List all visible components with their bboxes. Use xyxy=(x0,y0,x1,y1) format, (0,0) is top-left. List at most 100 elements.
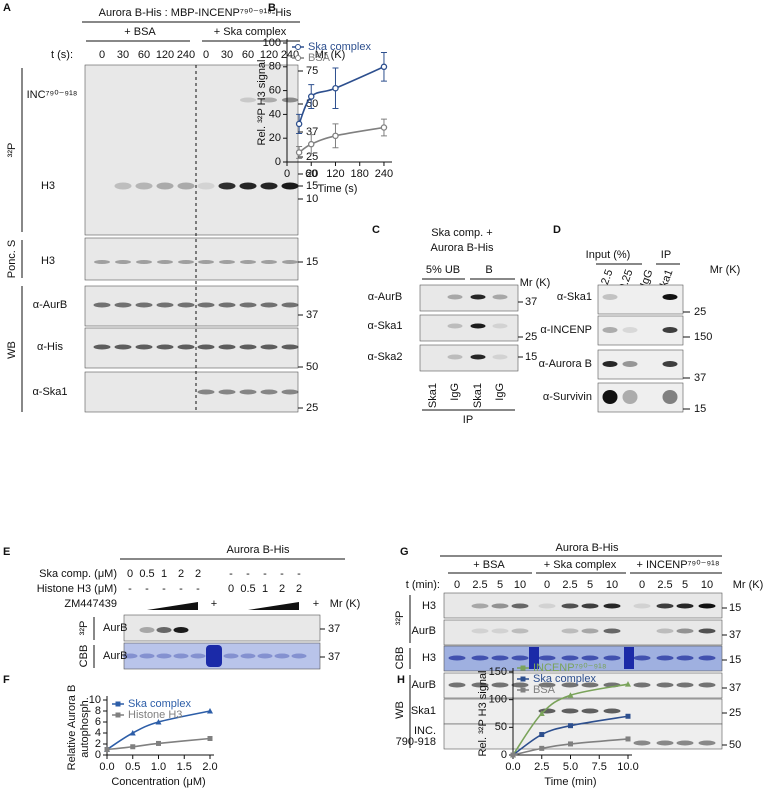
legend-marker xyxy=(520,687,526,693)
label: α-Aurora B xyxy=(539,358,592,370)
panel-letter: E xyxy=(3,546,10,558)
band xyxy=(511,682,529,688)
label: 120 xyxy=(260,49,278,61)
series-line xyxy=(512,683,629,756)
label: 37 xyxy=(694,372,706,384)
band xyxy=(448,682,466,688)
label: ³²P xyxy=(6,143,18,158)
band xyxy=(656,628,674,634)
band xyxy=(156,182,174,190)
band xyxy=(114,182,132,190)
series-line xyxy=(298,66,385,125)
label: α-Ska1 xyxy=(557,291,592,303)
label: - xyxy=(263,568,267,580)
label: Mr (K) xyxy=(520,277,551,289)
label: 60 xyxy=(242,49,254,61)
point xyxy=(155,719,162,725)
y-tick-label: 60 xyxy=(269,85,281,97)
band xyxy=(274,653,290,659)
band xyxy=(197,344,215,350)
label: 50 xyxy=(306,361,318,373)
band xyxy=(662,390,678,404)
label: 25 xyxy=(525,331,537,343)
band xyxy=(173,627,189,633)
band xyxy=(156,653,172,659)
label: 2 xyxy=(195,568,201,580)
label: + xyxy=(313,598,319,610)
band xyxy=(581,603,599,609)
band xyxy=(447,294,463,300)
band xyxy=(561,628,579,634)
label: - xyxy=(297,568,301,580)
point xyxy=(130,744,136,750)
band xyxy=(177,302,195,308)
band xyxy=(261,260,277,264)
band xyxy=(239,302,257,308)
label: CBB xyxy=(78,645,90,668)
band xyxy=(470,354,486,360)
band xyxy=(156,302,174,308)
label: t (s): xyxy=(51,49,73,61)
band xyxy=(492,323,508,329)
band xyxy=(470,323,486,329)
label: 120 xyxy=(156,49,174,61)
label: 2 xyxy=(178,568,184,580)
band xyxy=(223,653,239,659)
label: 2 xyxy=(279,583,285,595)
band xyxy=(156,627,172,633)
band xyxy=(198,260,214,264)
point xyxy=(156,740,161,746)
blot xyxy=(123,614,321,642)
legend-label: INCENP⁷⁹⁰⁻⁹¹⁸ xyxy=(533,662,606,674)
band xyxy=(698,682,716,688)
label: α-Ska1 xyxy=(367,320,402,332)
panel-letter: B xyxy=(268,2,276,14)
band xyxy=(622,327,638,333)
band xyxy=(291,653,307,659)
band xyxy=(448,655,466,661)
band xyxy=(602,294,618,300)
label: Aurora B-His xyxy=(556,542,619,554)
x-tick-label: 120 xyxy=(326,168,344,180)
label: ³²P xyxy=(78,621,90,636)
label: t (min): xyxy=(406,579,440,591)
point xyxy=(104,747,110,752)
label: 10 xyxy=(306,193,318,205)
band xyxy=(538,603,556,609)
series-line xyxy=(106,737,211,751)
label: 15 xyxy=(729,654,741,666)
band xyxy=(218,389,236,395)
band xyxy=(135,302,153,308)
band xyxy=(135,182,153,190)
band xyxy=(603,708,621,714)
label: Ska comp. (μM) xyxy=(39,568,117,580)
label: 2.5 xyxy=(599,268,616,286)
label: 1 xyxy=(161,568,167,580)
band xyxy=(240,260,256,264)
band xyxy=(470,294,486,300)
label: 25 xyxy=(729,707,741,719)
band xyxy=(218,302,236,308)
point xyxy=(567,692,574,698)
band xyxy=(239,344,257,350)
band xyxy=(178,260,194,264)
label: 2.5 xyxy=(562,579,577,591)
point xyxy=(380,124,388,131)
legend-label: BSA xyxy=(308,52,331,64)
band xyxy=(656,655,674,661)
band xyxy=(602,390,618,404)
x-tick-label: 1.5 xyxy=(177,761,192,773)
x-axis-label: Concentration (μM) xyxy=(111,776,205,788)
label: 20 xyxy=(306,168,318,180)
band xyxy=(177,344,195,350)
band xyxy=(656,603,674,609)
y-tick-label: 10 xyxy=(89,694,101,706)
x-tick-label: 0 xyxy=(284,168,290,180)
panel-letter: D xyxy=(553,224,561,236)
band xyxy=(561,603,579,609)
x-axis-label: Time (s) xyxy=(318,183,358,195)
label: - xyxy=(128,583,132,595)
label: 0.5 xyxy=(240,583,255,595)
band xyxy=(190,653,206,659)
